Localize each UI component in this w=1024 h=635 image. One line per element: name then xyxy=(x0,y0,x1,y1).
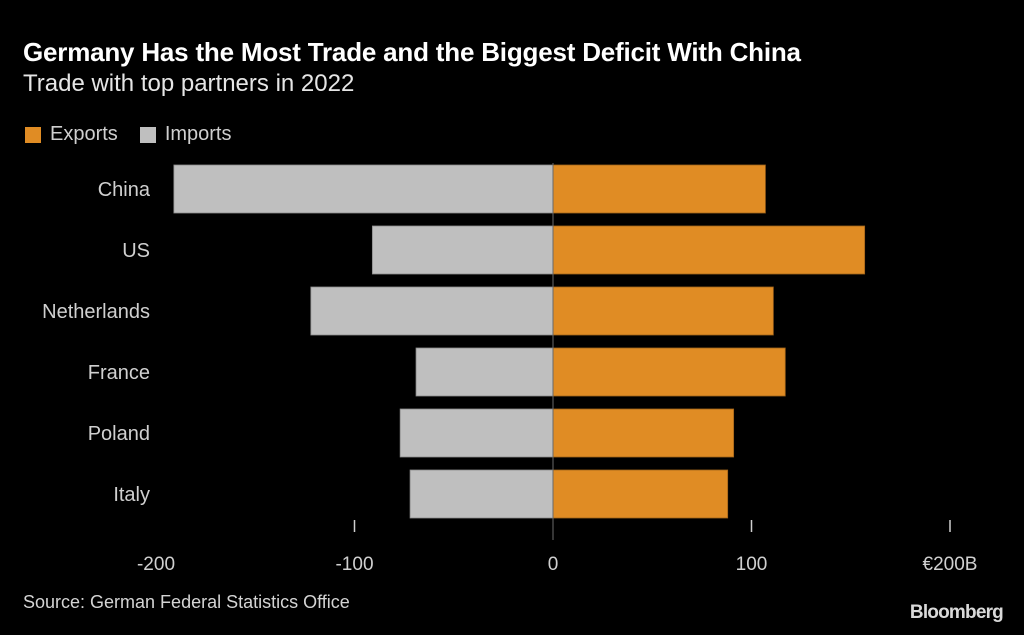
legend-swatch-imports xyxy=(139,126,156,143)
category-label-china: China xyxy=(98,179,151,201)
category-label-france: France xyxy=(88,362,150,384)
legend-swatch-exports xyxy=(25,126,41,143)
x-tick-label-1: -100 xyxy=(335,554,373,575)
bar-imports-us xyxy=(371,225,554,275)
category-label-us: US xyxy=(122,240,150,262)
bar-exports-us xyxy=(552,225,866,275)
category-label-netherlands: Netherlands xyxy=(42,301,150,323)
bar-imports-poland xyxy=(399,408,554,458)
legend-item-imports: Imports xyxy=(139,123,232,146)
chart-subtitle: Trade with top partners in 2022 xyxy=(23,70,355,97)
bar-exports-netherlands xyxy=(552,286,774,336)
x-tick-label-4: €200B xyxy=(923,554,978,575)
chart-title: Germany Has the Most Trade and the Bigge… xyxy=(23,37,801,67)
x-tick-label-0: -200 xyxy=(137,554,175,575)
bar-exports-china xyxy=(552,164,766,214)
bar-exports-italy xyxy=(552,469,729,519)
source-note: Source: German Federal Statistics Office xyxy=(23,592,350,612)
legend-label-imports: Imports xyxy=(164,123,232,145)
legend: Exports Imports xyxy=(25,123,254,146)
bar-imports-italy xyxy=(409,469,554,519)
bar-exports-france xyxy=(552,347,786,397)
x-tick-label-3: 100 xyxy=(736,554,768,575)
legend-label-exports: Exports xyxy=(50,123,118,145)
bar-exports-poland xyxy=(552,408,735,458)
x-tick-label-2: 0 xyxy=(548,554,559,575)
category-label-italy: Italy xyxy=(113,484,150,506)
bar-imports-france xyxy=(415,347,554,397)
bar-imports-netherlands xyxy=(310,286,554,336)
category-label-poland: Poland xyxy=(88,423,150,445)
bar-imports-china xyxy=(173,164,554,214)
bloomberg-logo: Bloomberg xyxy=(909,602,1004,623)
legend-item-exports: Exports xyxy=(25,123,118,146)
